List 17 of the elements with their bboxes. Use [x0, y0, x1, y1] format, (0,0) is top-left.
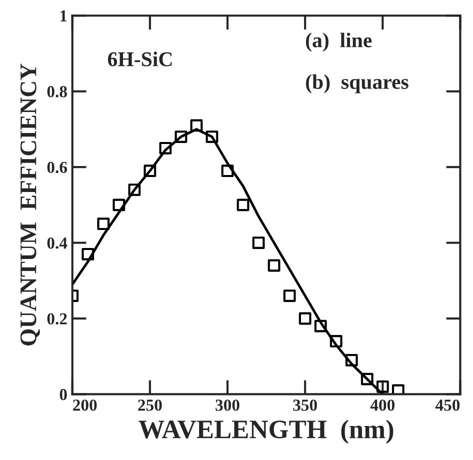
x-tick-label: 300 [216, 400, 240, 411]
x-tick-label: 450 [435, 400, 460, 411]
x-tick-label: 250 [138, 400, 162, 411]
y-tick-label: 0.8 [47, 86, 67, 98]
y-axis-title: QUANTUM EFFICIENCY [20, 64, 40, 346]
y-tick-label: 0.4 [47, 237, 68, 249]
y-tick-label: 0 [60, 388, 67, 400]
y-tick-label: 0.2 [47, 313, 67, 325]
x-tick-label: 350 [293, 400, 317, 411]
annotation: (a) line [306, 32, 372, 52]
y-tick-label: 0.6 [47, 162, 68, 174]
annotation: 6H-SiC [108, 52, 172, 66]
annotation: (b) squares [306, 74, 408, 94]
x-axis-title: WAVELENGTH (nm) [138, 420, 394, 444]
x-tick-label: 200 [73, 400, 97, 411]
x-tick-label: 400 [370, 400, 395, 411]
y-tick-label: 1 [60, 10, 67, 22]
